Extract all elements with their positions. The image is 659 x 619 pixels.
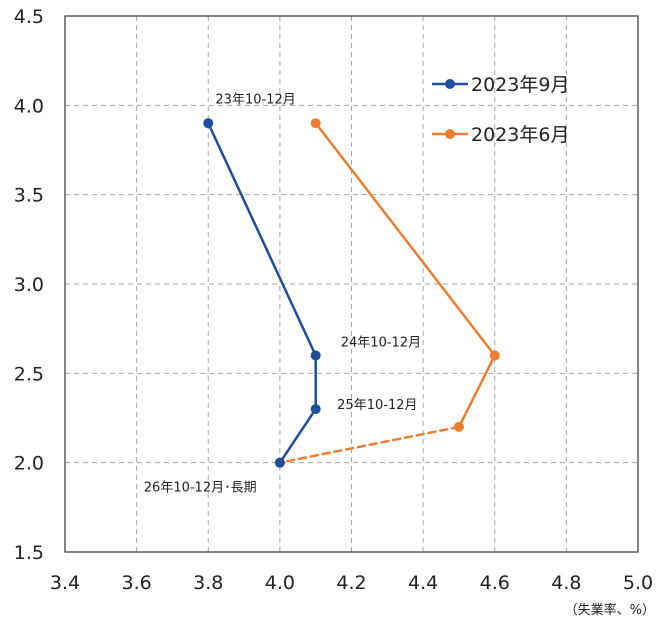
series-2 [274,118,500,468]
annotation-label: 23年10-12月 [215,93,295,108]
x-tick-label: 3.8 [193,572,223,594]
legend-marker [445,79,455,89]
data-point [310,118,321,129]
legend: 2023年9月 2023年6月 [432,74,569,146]
series-line-segment [207,121,317,357]
data-point [203,118,214,129]
series-layer [203,118,500,468]
annotation-label: 25年10-12月 [337,398,417,413]
x-tick-label: 4.2 [336,572,366,594]
x-tick-label: 3.6 [122,572,152,594]
x-tick-label: 4.6 [480,572,510,594]
data-point [310,350,321,361]
series-line-segment [278,407,317,464]
series-line-segment [278,425,461,464]
annotations: 23年10-12月 24年10-12月 25年10-12月 26年10-12月･長期 [144,93,421,496]
y-tick-label: 2.5 [14,363,44,385]
plot-frame [64,15,639,553]
y-tick-label: 3.0 [14,274,44,296]
annotation-label: 26年10-12月･長期 [144,480,257,495]
annotation-label: 24年10-12月 [341,336,421,351]
series-1 [203,118,321,468]
x-tick-label: 4.0 [265,572,295,594]
legend-label: 2023年9月 [471,74,569,96]
x-tick-label: 4.4 [408,572,438,594]
data-point [274,457,285,468]
y-tick-label: 2.0 [14,453,44,475]
x-tick-label: 5.0 [623,572,653,594]
y-tick-label: 4.5 [14,6,44,28]
x-axis-unit-label: （失業率、%） [565,602,655,618]
y-tick-label: 3.5 [14,185,44,207]
y-tick-label: 1.5 [14,542,44,564]
data-point [310,404,321,415]
legend-marker [445,129,455,139]
data-point [453,421,464,432]
tick-labels: 3.4 3.6 3.8 4.0 4.2 4.4 4.6 4.8 5.0 1.5 2.0 2.5 3.0 3… [14,6,653,594]
y-tick-label: 4.0 [14,95,44,117]
legend-label: 2023年6月 [471,124,569,146]
series-line-segment [314,121,496,357]
grid-lines [65,16,638,552]
data-point [489,350,500,361]
x-tick-label: 4.8 [551,572,581,594]
series-line-segment [457,354,496,429]
x-tick-label: 3.4 [50,572,80,594]
